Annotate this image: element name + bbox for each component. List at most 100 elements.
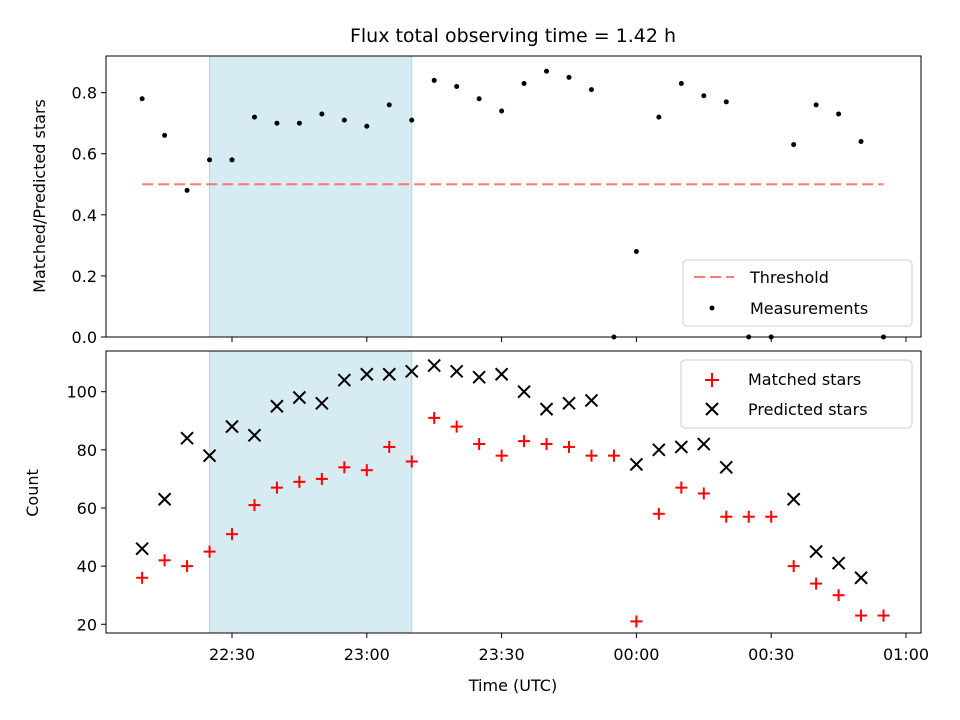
matched-point xyxy=(495,449,508,462)
measurement-point xyxy=(588,87,594,93)
x-tick-label: 00:30 xyxy=(748,645,794,664)
legend-threshold-label: Threshold xyxy=(749,268,829,287)
measurement-point xyxy=(791,142,797,148)
matched-point xyxy=(158,554,171,567)
measurement-point xyxy=(633,248,639,254)
top-y-label: Matched/Predicted stars xyxy=(30,99,49,293)
predicted-point xyxy=(315,396,329,411)
measurement-point xyxy=(476,96,482,102)
predicted-point xyxy=(786,492,801,506)
bottom-y-axis: 20 40 60 80 100 xyxy=(66,383,106,634)
matched-point xyxy=(787,560,800,573)
predicted-point xyxy=(809,544,823,559)
bottom-legend: Matched stars Predicted stars xyxy=(680,359,913,429)
legend-measurements-swatch xyxy=(709,305,715,311)
measurement-point xyxy=(229,157,235,163)
legend-matched-swatch xyxy=(705,373,719,387)
predicted-point xyxy=(629,457,644,472)
predicted-point xyxy=(472,370,486,384)
bottom-axes-frame xyxy=(105,350,922,634)
top-y-tick-label: 0.6 xyxy=(72,145,97,164)
legend-measurements-label: Measurements xyxy=(750,299,868,318)
predicted-point xyxy=(831,556,846,570)
bottom-y-tick-label: 40 xyxy=(77,557,97,576)
predicted-point xyxy=(494,367,509,381)
measurement-point xyxy=(409,117,415,123)
measurement-point xyxy=(296,120,302,126)
matched-point xyxy=(383,440,396,453)
measurement-point xyxy=(813,102,819,108)
measurement-point xyxy=(858,139,864,145)
measurement-point xyxy=(656,114,662,120)
x-axis-label: Time (UTC) xyxy=(468,676,557,695)
matched-point xyxy=(607,449,620,462)
top-y-axis: 0.0 0.2 0.4 0.6 0.8 xyxy=(72,84,106,347)
bottom-panel: 20 40 60 80 100 22:30 23:00 23:30 00:00 00:30 01:… xyxy=(23,350,929,695)
matched-point xyxy=(652,507,665,520)
legend-predicted-label: Predicted stars xyxy=(748,400,868,419)
measurement-point xyxy=(386,102,392,108)
bottom-y-tick-label: 60 xyxy=(77,499,97,518)
top-axes-frame xyxy=(105,55,922,338)
predicted-point xyxy=(225,419,239,434)
predicted-point xyxy=(157,492,172,506)
matched-point xyxy=(136,571,149,584)
measurement-point xyxy=(274,120,280,126)
measurement-point xyxy=(184,187,190,193)
measurement-point xyxy=(162,132,168,138)
predicted-point xyxy=(337,373,352,387)
x-tick-label: 00:00 xyxy=(613,645,659,664)
predicted-point xyxy=(584,393,599,408)
predicted-point xyxy=(697,437,711,451)
matched-points xyxy=(136,411,890,628)
bottom-x-axis: 22:30 23:00 23:30 00:00 00:30 01:00 xyxy=(209,633,929,664)
predicted-point xyxy=(539,402,554,416)
x-tick-label: 23:00 xyxy=(344,645,390,664)
matched-point xyxy=(540,438,553,451)
predicted-point xyxy=(652,443,666,457)
x-tick-label: 01:00 xyxy=(883,645,929,664)
bottom-legend-box xyxy=(680,359,913,429)
measurement-point xyxy=(319,111,325,117)
matched-point xyxy=(428,411,441,424)
matched-point xyxy=(765,510,778,523)
top-legend-box xyxy=(682,259,913,327)
matched-point xyxy=(181,560,194,573)
measurement-point xyxy=(499,108,505,114)
matched-point xyxy=(203,545,216,558)
matched-point xyxy=(720,510,733,523)
matched-point xyxy=(585,449,598,462)
top-y-tick-label: 0.0 xyxy=(72,328,97,347)
matched-point xyxy=(810,577,823,590)
predicted-point xyxy=(247,428,262,443)
bottom-y-tick-label: 80 xyxy=(77,441,97,460)
measurement-point xyxy=(364,123,370,129)
matched-point xyxy=(405,455,418,468)
measurement-point xyxy=(251,114,257,120)
measurement-point xyxy=(207,157,213,163)
matched-point xyxy=(563,440,575,453)
matched-point xyxy=(450,420,463,433)
top-legend: Threshold Measurements xyxy=(682,259,913,327)
top-y-tick-label: 0.4 xyxy=(72,206,97,225)
matched-point xyxy=(697,487,710,500)
legend-matched-label: Matched stars xyxy=(748,370,861,389)
matched-point xyxy=(675,481,688,494)
matched-point xyxy=(248,499,261,512)
predicted-point xyxy=(202,448,217,463)
measurement-point xyxy=(566,74,572,80)
predicted-point xyxy=(135,541,149,556)
predicted-point xyxy=(360,367,374,381)
predicted-point xyxy=(517,384,531,399)
bottom-y-tick-label: 20 xyxy=(77,615,97,634)
predicted-point xyxy=(562,396,576,411)
predicted-point xyxy=(449,364,464,379)
measurement-point xyxy=(521,80,527,86)
predicted-point xyxy=(427,358,441,373)
measurement-points xyxy=(139,68,887,340)
measurement-point xyxy=(701,93,707,99)
measurement-point xyxy=(544,68,550,74)
predicted-point xyxy=(854,571,868,585)
matched-point xyxy=(338,461,351,474)
